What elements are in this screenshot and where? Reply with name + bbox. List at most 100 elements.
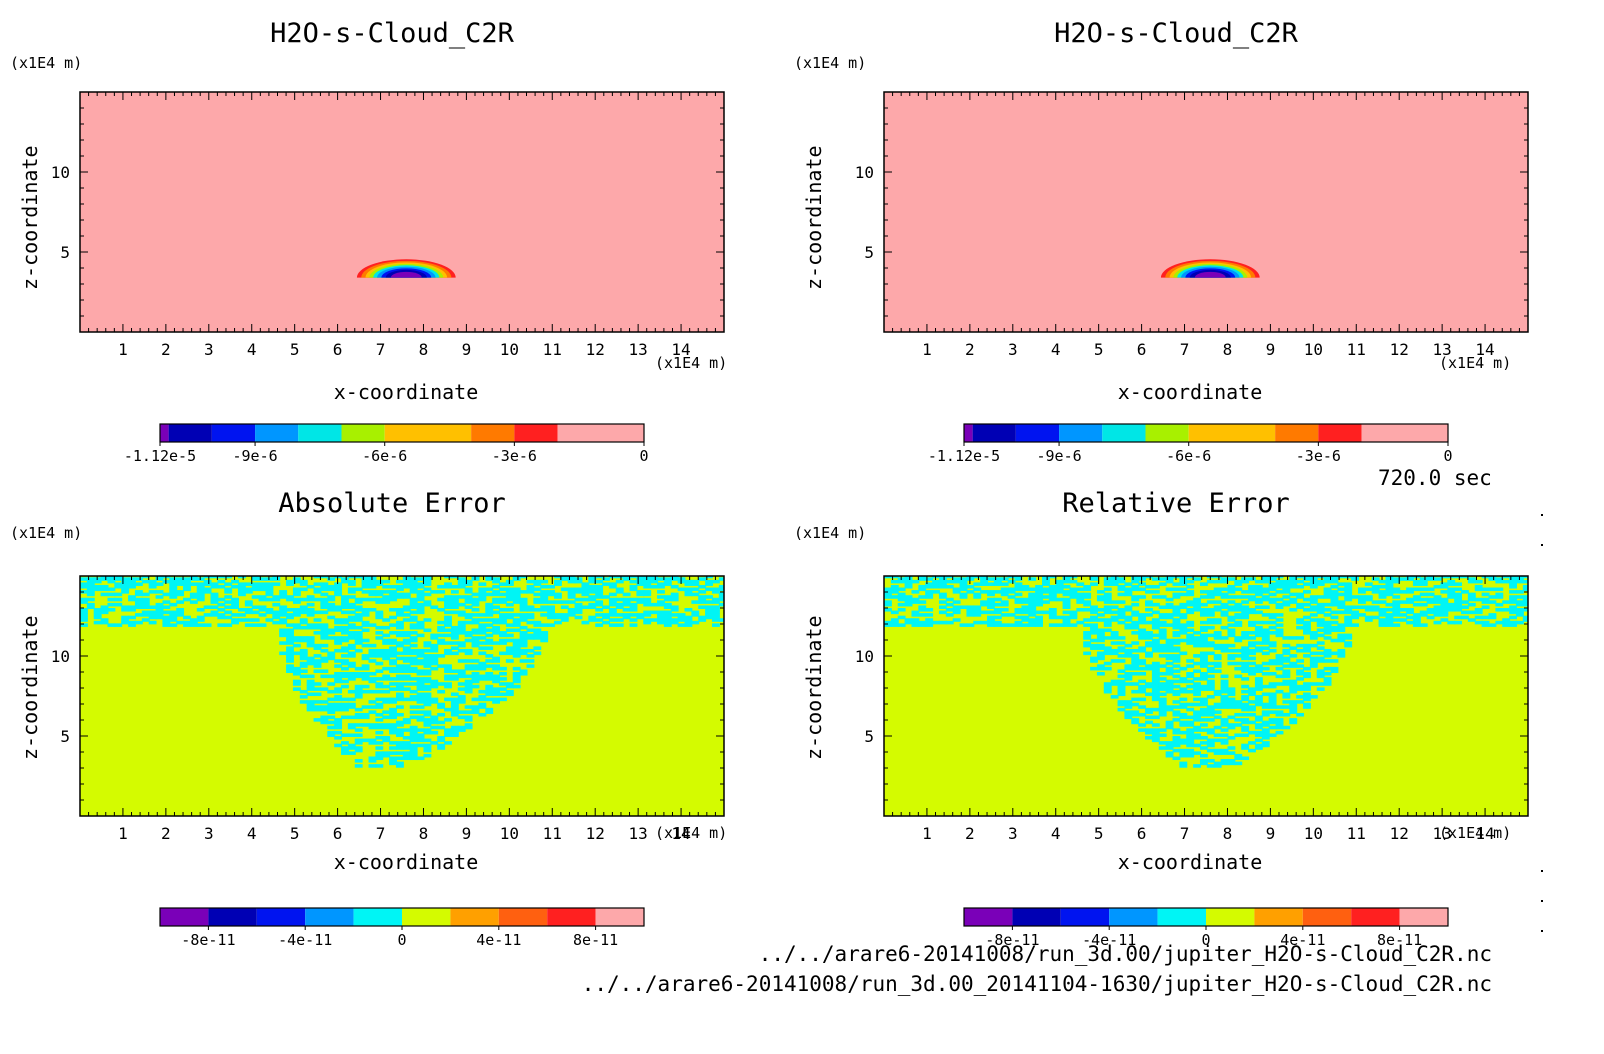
error-cell: [1014, 600, 1023, 604]
error-cell: [512, 595, 521, 599]
error-cell: [636, 600, 645, 604]
error-cell: [1117, 592, 1126, 597]
error-cell: [464, 725, 473, 730]
error-cell: [389, 697, 397, 702]
error-cell: [93, 584, 102, 589]
error-cell: [1227, 761, 1236, 766]
error-cell: [423, 576, 432, 579]
error-cell: [1289, 582, 1298, 586]
error-cell: [1234, 702, 1243, 707]
error-cell: [361, 689, 370, 694]
colorbar-frame: [963, 423, 1449, 443]
error-cell: [1138, 615, 1147, 620]
error-cell: [505, 592, 514, 597]
error-cell: [327, 595, 336, 599]
error-cell: [286, 633, 294, 638]
error-cell: [1213, 633, 1222, 638]
error-cell: [430, 661, 439, 666]
error-cell: [1186, 636, 1195, 640]
error-cell: [1021, 597, 1030, 602]
error-cell: [1234, 613, 1243, 617]
error-cell: [1309, 661, 1318, 666]
x-axis-label-top-right: x-coordinate: [1117, 380, 1263, 404]
error-cell: [711, 597, 720, 602]
error-cell: [196, 618, 205, 622]
error-cell: [1206, 710, 1215, 714]
error-cell: [540, 608, 549, 612]
error-cell: [395, 761, 404, 766]
error-cell: [320, 643, 329, 648]
error-cell: [1172, 618, 1181, 622]
error-cell: [464, 687, 473, 691]
error-cell: [1206, 730, 1215, 735]
error-cell: [306, 705, 315, 709]
error-cell: [980, 579, 989, 584]
error-cell: [602, 615, 610, 620]
error-cell: [327, 577, 336, 581]
error-cell: [409, 587, 418, 592]
error-cell: [224, 590, 233, 594]
error-cell: [286, 608, 294, 612]
error-cell: [478, 712, 487, 717]
error-cell: [1117, 613, 1126, 617]
colorbar-segment: [1361, 424, 1448, 442]
error-cell: [1371, 605, 1380, 609]
error-cell: [1124, 605, 1133, 609]
error-cell: [134, 613, 143, 617]
error-cell: [1378, 595, 1387, 599]
error-cell: [1330, 595, 1339, 599]
error-cell: [1165, 679, 1174, 684]
error-cell: [588, 602, 597, 607]
error-cell: [1172, 689, 1181, 694]
error-cell: [499, 620, 507, 625]
error-cell: [1199, 761, 1208, 766]
error-cell: [121, 579, 130, 584]
error-cell: [1165, 656, 1174, 661]
error-cell: [608, 576, 617, 579]
error-cell: [450, 669, 459, 673]
error-cell: [354, 608, 363, 612]
error-cell: [1179, 651, 1188, 656]
error-cell: [897, 608, 906, 612]
error-cell: [354, 684, 363, 689]
error-cell: [382, 710, 391, 714]
error-cell: [1151, 674, 1160, 679]
error-cell: [1385, 582, 1394, 586]
error-cell: [1399, 590, 1408, 594]
error-cell: [1509, 582, 1517, 586]
error-cell: [457, 628, 466, 633]
error-cell: [1158, 613, 1167, 617]
error-cell: [574, 602, 583, 607]
error-cell: [1509, 608, 1517, 612]
error-cell: [1165, 587, 1174, 592]
error-cell: [1206, 682, 1215, 686]
error-cell: [519, 648, 528, 653]
error-cell: [1145, 728, 1153, 732]
error-cell: [306, 702, 315, 707]
error-cell: [347, 579, 356, 584]
error-cell: [1344, 610, 1353, 615]
error-cell: [959, 592, 968, 597]
error-cell: [292, 597, 301, 602]
error-cell: [1110, 576, 1119, 579]
error-cell: [663, 618, 672, 622]
error-cell: [471, 643, 480, 648]
error-cell: [1206, 741, 1215, 745]
error-cell: [354, 764, 363, 768]
colorbar-tick-label: -9e-6: [1036, 447, 1081, 465]
error-cell: [1069, 613, 1078, 617]
error-cell: [1014, 582, 1023, 586]
error-cell: [663, 595, 672, 599]
colorbar-segment: [1059, 424, 1103, 442]
error-cell: [1268, 659, 1277, 663]
error-cell: [973, 592, 982, 597]
error-cell: [1227, 600, 1236, 604]
error-cell: [987, 623, 995, 627]
error-cell: [409, 730, 418, 735]
error-cell: [1151, 638, 1160, 643]
error-cell: [471, 664, 480, 668]
error-cell: [1096, 613, 1105, 617]
error-cell: [1145, 664, 1153, 668]
error-cell: [1151, 577, 1160, 581]
error-cell: [1488, 615, 1497, 620]
